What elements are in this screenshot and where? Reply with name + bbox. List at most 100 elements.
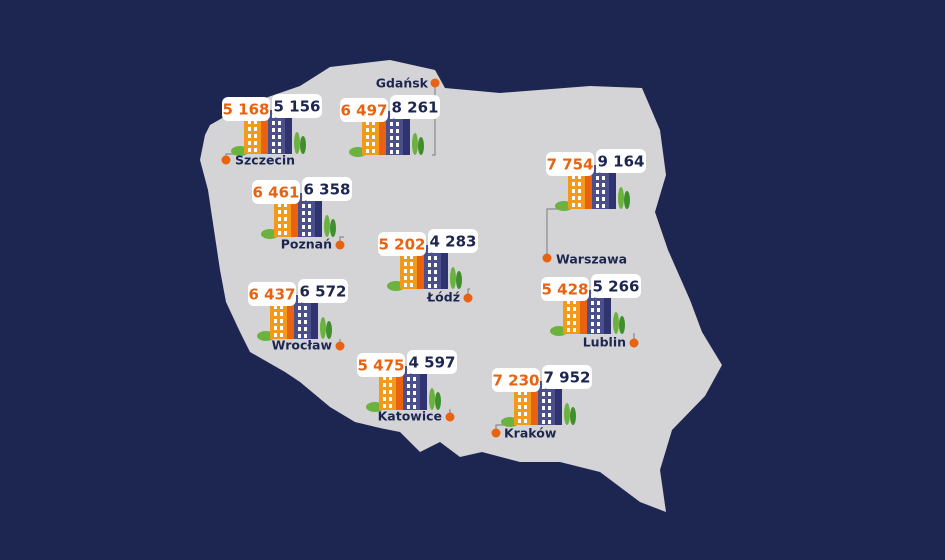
tree (618, 187, 624, 209)
window (304, 334, 307, 338)
orange-stripe (291, 199, 298, 237)
city-dot (629, 338, 639, 348)
window (278, 142, 281, 146)
window (407, 384, 410, 388)
window (410, 276, 413, 280)
window (567, 321, 570, 325)
window (428, 284, 431, 288)
navy-value: 5 156 (274, 98, 321, 116)
window (254, 134, 257, 138)
window (278, 203, 281, 207)
window (396, 143, 399, 147)
city-dot (463, 293, 473, 303)
window (274, 333, 277, 337)
window (278, 121, 281, 125)
window (254, 127, 257, 131)
tree (429, 388, 435, 410)
window (280, 319, 283, 323)
window (548, 399, 551, 403)
window (428, 249, 431, 253)
tree (330, 219, 336, 237)
city-name: Gdańsk (376, 76, 429, 91)
window (390, 122, 393, 126)
window (280, 333, 283, 337)
window (596, 204, 599, 208)
window (524, 412, 527, 416)
window (597, 308, 600, 312)
window (302, 204, 305, 208)
orange-label-box (378, 232, 426, 256)
window (298, 327, 301, 331)
window (596, 190, 599, 194)
window (434, 263, 437, 267)
window (284, 217, 287, 221)
window (372, 149, 375, 153)
window (284, 210, 287, 214)
window (372, 121, 375, 125)
window (578, 175, 581, 179)
orange-stripe (379, 117, 386, 155)
orange-stripe (531, 387, 538, 425)
window (407, 377, 410, 381)
city-name: Wrocław (272, 338, 333, 353)
window (548, 413, 551, 417)
window (572, 203, 575, 207)
window (304, 320, 307, 324)
city-dot (221, 155, 231, 165)
window (248, 148, 251, 152)
window (542, 385, 545, 389)
window (524, 419, 527, 423)
city-dot (491, 428, 501, 438)
window (434, 270, 437, 274)
window (248, 120, 251, 124)
window (254, 120, 257, 124)
window (272, 128, 275, 132)
window (248, 141, 251, 145)
tree (300, 136, 306, 154)
navy-label-box (428, 229, 478, 253)
window (407, 391, 410, 395)
window (284, 203, 287, 207)
window (572, 189, 575, 193)
window (591, 329, 594, 333)
window (304, 327, 307, 331)
window (298, 313, 301, 317)
window (278, 149, 281, 153)
window (602, 183, 605, 187)
window (298, 320, 301, 324)
window (596, 169, 599, 173)
window (298, 299, 301, 303)
tree (450, 267, 456, 289)
city-dot (335, 240, 345, 250)
window (389, 397, 392, 401)
window (596, 183, 599, 187)
window (597, 301, 600, 305)
city-name: Lublin (583, 335, 626, 350)
navy-value: 8 261 (392, 99, 439, 117)
window (410, 283, 413, 287)
window (389, 390, 392, 394)
window (572, 182, 575, 186)
window (573, 328, 576, 332)
city-name: Łódź (426, 290, 460, 305)
orange-label-box (492, 368, 540, 392)
window (254, 148, 257, 152)
navy-value: 7 952 (544, 369, 591, 387)
window (308, 225, 311, 229)
window (567, 328, 570, 332)
window (274, 326, 277, 330)
window (298, 334, 301, 338)
window (254, 141, 257, 145)
window (518, 398, 521, 402)
navy-value: 5 266 (593, 278, 640, 296)
window (278, 135, 281, 139)
tree (624, 191, 630, 209)
window (308, 218, 311, 222)
window (524, 398, 527, 402)
window (428, 270, 431, 274)
tree (435, 392, 441, 410)
window (284, 224, 287, 228)
window (308, 211, 311, 215)
tree (412, 133, 418, 155)
